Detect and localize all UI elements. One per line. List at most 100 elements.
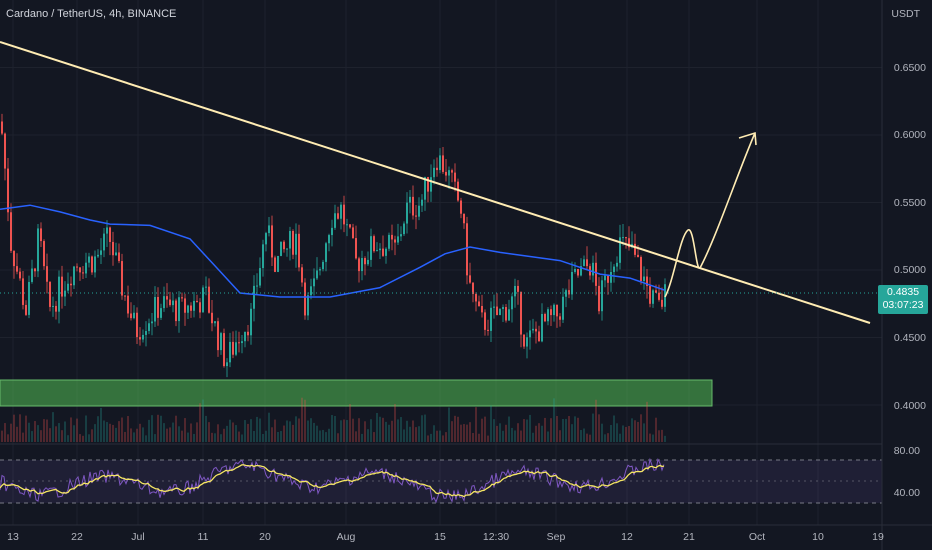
candle-body <box>364 258 366 265</box>
candle-body <box>499 309 501 316</box>
candle-body <box>565 290 567 297</box>
volume-bar <box>247 423 249 442</box>
candle-body <box>586 259 588 267</box>
candle-body <box>13 250 15 267</box>
candle-body <box>526 337 528 347</box>
candle-body <box>286 248 288 250</box>
time-tick-label: 19 <box>872 531 884 543</box>
candle-body <box>112 241 114 256</box>
candle-body <box>343 204 345 225</box>
volume-bar <box>547 431 549 442</box>
volume-bar <box>493 419 495 442</box>
candle-body <box>460 200 462 214</box>
volume-bar <box>463 424 465 442</box>
candle-body <box>292 231 294 255</box>
grid <box>0 0 882 525</box>
candle-body <box>205 286 207 288</box>
candle-body <box>505 307 507 321</box>
candle-body <box>352 227 354 239</box>
candle-body <box>511 296 513 310</box>
candle-body <box>199 302 201 313</box>
candle-body <box>391 234 393 240</box>
volume-bar <box>559 430 561 442</box>
candle-body <box>109 227 111 242</box>
candle-body <box>418 205 420 217</box>
volume-bar <box>499 423 501 442</box>
candle-body <box>280 241 282 256</box>
candle-body <box>601 280 603 312</box>
candle-body <box>490 307 492 331</box>
volume-bar <box>223 428 225 442</box>
volume-bar <box>70 417 72 442</box>
volume-bar <box>73 425 75 442</box>
volume-bar <box>115 427 117 442</box>
time-tick-label: 15 <box>434 531 446 543</box>
candle-body <box>427 177 429 192</box>
candle-body <box>193 300 195 311</box>
volume-bar <box>391 420 393 442</box>
symbol-title[interactable]: Cardano / TetherUS, 4h, BINANCE <box>6 8 177 20</box>
candle-body <box>406 202 408 224</box>
volume-bar <box>175 415 177 442</box>
candle-body <box>178 297 180 322</box>
candle-body <box>31 268 33 282</box>
volume-bar <box>604 434 606 442</box>
candle-body <box>532 328 534 331</box>
volume-bar <box>208 422 210 442</box>
volume-bar <box>472 432 474 442</box>
volume-bar <box>97 416 99 442</box>
candle-body <box>229 341 231 363</box>
candle-body <box>220 333 222 351</box>
candle-body <box>481 305 483 313</box>
volume-bar <box>448 407 450 442</box>
volume-bar <box>319 430 321 442</box>
volume-bar <box>190 423 192 442</box>
candle-body <box>325 243 327 262</box>
candle-body <box>235 342 237 355</box>
volume-bar <box>334 415 336 442</box>
volume-bar <box>106 422 108 442</box>
volume-bar <box>484 416 486 442</box>
volume-bar <box>67 435 69 442</box>
trendline[interactable] <box>0 41 871 324</box>
candle-body <box>622 237 624 239</box>
volume-bar <box>373 432 375 442</box>
volume-bar <box>658 430 660 442</box>
volume-bar <box>388 424 390 442</box>
candle-body <box>172 300 174 306</box>
volume-bar <box>529 414 531 442</box>
volume-bar <box>214 433 216 442</box>
candle-body <box>577 268 579 276</box>
candle-body <box>643 276 645 282</box>
volume-bar <box>532 432 534 442</box>
moving-average-line <box>0 204 666 298</box>
volume-bar <box>79 434 81 442</box>
volume-bar <box>265 430 267 442</box>
candle-body <box>118 252 120 262</box>
candle-body <box>457 181 459 201</box>
volume-bar <box>598 414 600 442</box>
candle-body <box>502 307 504 310</box>
candle-body <box>244 331 246 342</box>
volume-bar <box>205 415 207 442</box>
candle-body <box>319 269 321 271</box>
price-axis-unit: USDT <box>891 8 920 20</box>
rsi-ma-line <box>0 464 665 498</box>
candle-body <box>64 290 66 297</box>
projection-path <box>664 132 756 298</box>
candle-body <box>439 155 441 171</box>
volume-bar <box>145 435 147 442</box>
candle-body <box>322 261 324 270</box>
volume-bar <box>235 425 237 442</box>
volume-bar <box>52 412 54 442</box>
volume-bar <box>535 425 537 442</box>
volume-bar <box>571 424 573 442</box>
candle-body <box>430 177 432 192</box>
candle-body <box>661 299 663 307</box>
candle-body <box>262 244 264 269</box>
candle-body <box>541 314 543 342</box>
candle-body <box>76 266 78 268</box>
volume-bar <box>64 421 66 442</box>
